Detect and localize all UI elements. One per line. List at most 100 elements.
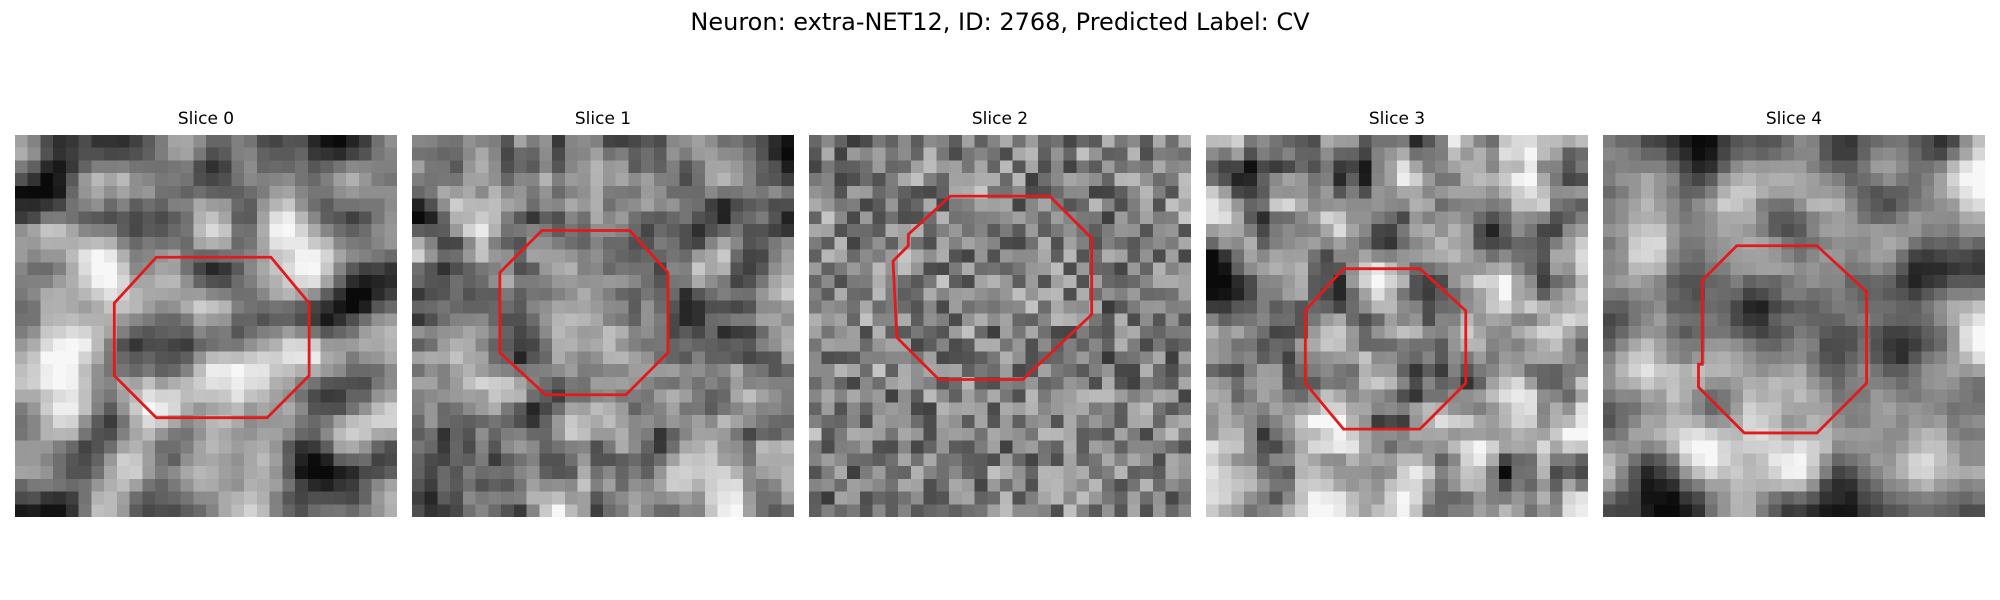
image-pixel: [513, 376, 527, 390]
image-pixel: [961, 389, 975, 403]
image-pixel: [424, 275, 438, 289]
image-pixel: [1743, 185, 1757, 199]
image-pixel: [1050, 466, 1064, 480]
image-pixel: [1934, 300, 1948, 314]
image-pixel: [1704, 402, 1718, 416]
image-pixel: [437, 287, 451, 301]
image-pixel: [1244, 504, 1258, 517]
image-pixel: [488, 338, 502, 352]
image-pixel: [282, 453, 296, 467]
image-pixel: [949, 453, 963, 467]
image-pixel: [1972, 389, 1985, 403]
image-pixel: [282, 287, 296, 301]
image-pixel: [488, 185, 502, 199]
image-pixel: [1371, 313, 1385, 327]
image-pixel: [949, 466, 963, 480]
image-pixel: [961, 338, 975, 352]
image-pixel: [936, 466, 950, 480]
image-pixel: [1959, 275, 1973, 289]
image-pixel: [923, 262, 937, 276]
image-pixel: [1178, 389, 1191, 403]
image-pixel: [704, 249, 718, 263]
image-pixel: [1549, 427, 1563, 441]
image-pixel: [1127, 326, 1141, 339]
image-pixel: [1498, 427, 1512, 441]
image-pixel: [949, 275, 963, 289]
image-pixel: [462, 504, 476, 517]
image-pixel: [450, 147, 464, 161]
image-pixel: [501, 313, 515, 327]
image-pixel: [628, 262, 642, 276]
image-pixel: [717, 364, 731, 378]
image-pixel: [679, 185, 693, 199]
image-pixel: [1959, 300, 1973, 314]
image-pixel: [564, 160, 578, 174]
image-pixel: [1934, 313, 1948, 327]
image-pixel: [1397, 453, 1410, 467]
image-pixel: [1101, 427, 1115, 441]
image-pixel: [1768, 453, 1782, 467]
image-pixel: [129, 440, 143, 454]
image-pixel: [91, 198, 105, 212]
image-pixel: [40, 300, 54, 314]
image-pixel: [692, 313, 706, 327]
image-pixel: [1883, 338, 1897, 352]
image-pixel: [1114, 275, 1128, 289]
image-pixel: [1358, 198, 1372, 212]
image-pixel: [1397, 300, 1410, 314]
image-pixel: [412, 427, 425, 441]
image-pixel: [104, 478, 118, 492]
image-pixel: [1921, 491, 1935, 505]
image-pixel: [1908, 300, 1922, 314]
image-pixel: [1755, 491, 1769, 505]
image-pixel: [936, 402, 950, 416]
image-pixel: [526, 262, 540, 276]
image-pixel: [282, 478, 296, 492]
image-pixel: [1679, 364, 1693, 378]
image-pixel: [666, 415, 680, 429]
image-pixel: [1575, 402, 1588, 416]
image-pixel: [1972, 440, 1985, 454]
image-pixel: [1140, 326, 1154, 339]
image-pixel: [1562, 262, 1576, 276]
image-pixel: [1218, 275, 1232, 289]
image-pixel: [384, 300, 397, 314]
image-pixel: [564, 351, 578, 365]
image-pixel: [1666, 453, 1680, 467]
image-pixel: [450, 300, 464, 314]
image-pixel: [1946, 504, 1960, 517]
image-pixel: [1218, 236, 1232, 250]
image-pixel: [1384, 275, 1398, 289]
image-pixel: [1012, 364, 1026, 378]
image-pixel: [641, 326, 655, 339]
image-pixel: [1460, 287, 1474, 301]
image-pixel: [1615, 364, 1629, 378]
image-pixel: [1371, 338, 1385, 352]
image-pixel: [730, 351, 744, 365]
image-pixel: [1562, 338, 1576, 352]
image-pixel: [974, 427, 988, 441]
image-pixel: [1819, 427, 1833, 441]
image-pixel: [65, 211, 79, 225]
image-pixel: [1358, 504, 1372, 517]
image-pixel: [1447, 147, 1461, 161]
image-pixel: [1511, 338, 1525, 352]
image-pixel: [142, 351, 156, 365]
image-pixel: [692, 249, 706, 263]
image-pixel: [603, 504, 616, 517]
image-pixel: [704, 389, 718, 403]
image-pixel: [1114, 198, 1128, 212]
image-pixel: [129, 427, 143, 441]
image-pixel: [1832, 491, 1846, 505]
image-pixel: [577, 198, 591, 212]
image-pixel: [730, 287, 744, 301]
image-pixel: [1218, 313, 1232, 327]
image-pixel: [590, 504, 604, 517]
image-pixel: [1076, 249, 1090, 263]
image-pixel: [104, 275, 118, 289]
image-pixel: [40, 287, 54, 301]
image-pixel: [1704, 440, 1718, 454]
image-pixel: [1781, 326, 1795, 339]
image-pixel: [1269, 491, 1283, 505]
image-pixel: [679, 275, 693, 289]
